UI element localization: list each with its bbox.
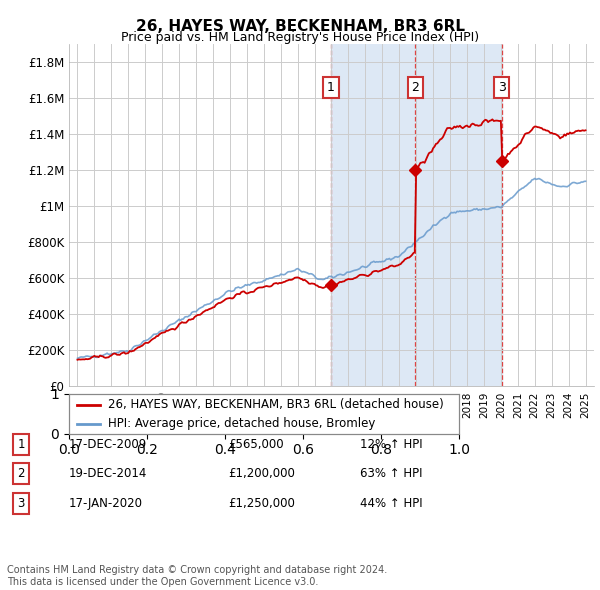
- Text: 19-DEC-2014: 19-DEC-2014: [69, 467, 148, 480]
- Text: 3: 3: [497, 81, 505, 94]
- Bar: [331, 44, 502, 386]
- Text: 17-DEC-2009: 17-DEC-2009: [69, 438, 147, 451]
- Text: Contains HM Land Registry data © Crown copyright and database right 2024.
This d: Contains HM Land Registry data © Crown c…: [7, 565, 388, 587]
- Text: 1: 1: [17, 438, 25, 451]
- Text: £565,000: £565,000: [228, 438, 284, 451]
- Text: 3: 3: [17, 497, 25, 510]
- Text: 2: 2: [17, 467, 25, 480]
- Text: 26, HAYES WAY, BECKENHAM, BR3 6RL (detached house): 26, HAYES WAY, BECKENHAM, BR3 6RL (detac…: [108, 398, 444, 411]
- Text: 26, HAYES WAY, BECKENHAM, BR3 6RL: 26, HAYES WAY, BECKENHAM, BR3 6RL: [136, 19, 464, 34]
- Text: Price paid vs. HM Land Registry's House Price Index (HPI): Price paid vs. HM Land Registry's House …: [121, 31, 479, 44]
- Text: £1,200,000: £1,200,000: [228, 467, 295, 480]
- Text: £1,250,000: £1,250,000: [228, 497, 295, 510]
- Text: 12% ↑ HPI: 12% ↑ HPI: [360, 438, 422, 451]
- Text: 63% ↑ HPI: 63% ↑ HPI: [360, 467, 422, 480]
- Text: 2: 2: [412, 81, 419, 94]
- Text: HPI: Average price, detached house, Bromley: HPI: Average price, detached house, Brom…: [108, 417, 376, 430]
- Text: 17-JAN-2020: 17-JAN-2020: [69, 497, 143, 510]
- Text: 1: 1: [327, 81, 335, 94]
- Text: 44% ↑ HPI: 44% ↑ HPI: [360, 497, 422, 510]
